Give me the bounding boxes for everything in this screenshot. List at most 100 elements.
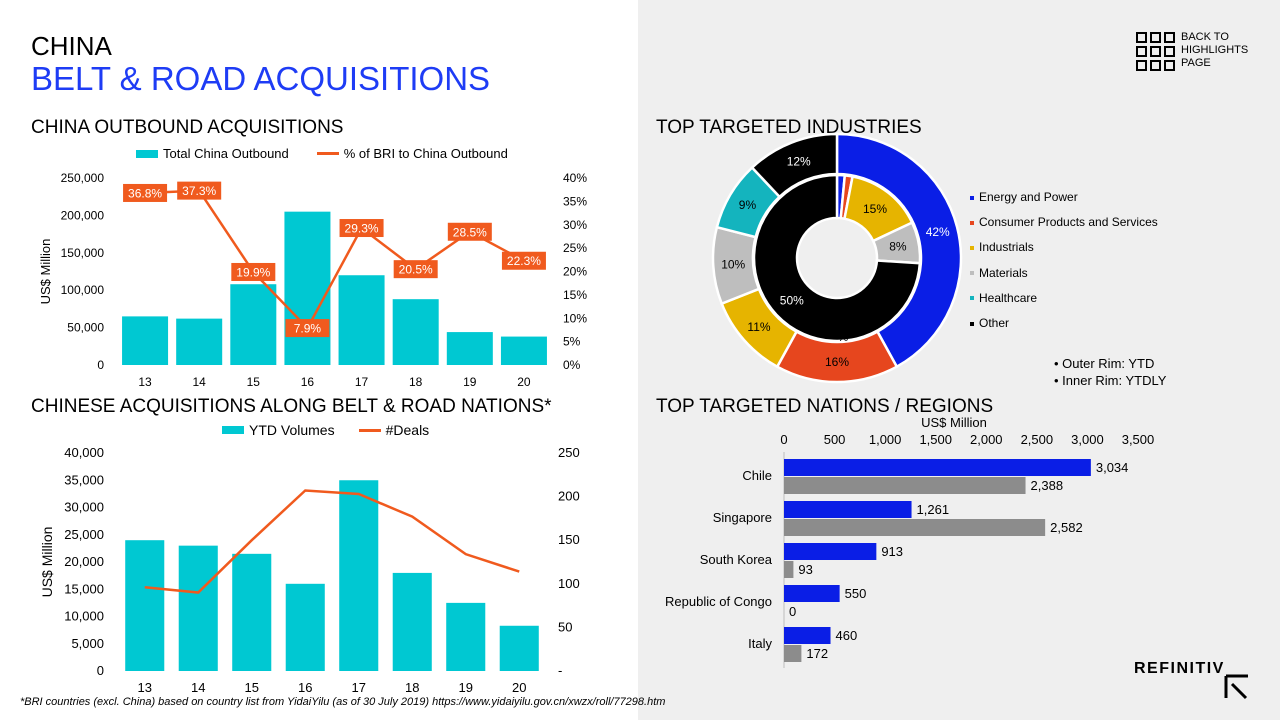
data-label-box (177, 181, 222, 200)
x-tick-label: 1,500 (919, 432, 952, 447)
bar (284, 211, 331, 365)
page-title-line2: BELT & ROAD ACQUISITIONS (31, 60, 491, 97)
data-label-ytdly: 172 (806, 646, 828, 661)
x-tick-label: 13 (138, 680, 152, 695)
y-axis-label: US$ Million (38, 239, 53, 305)
y-tick-label: 0 (97, 358, 104, 372)
section-title-bri-nations: CHINESE ACQUISITIONS ALONG BELT & ROAD N… (31, 396, 552, 417)
data-label: 36.8% (128, 186, 162, 200)
y-axis-label: US$ Million (39, 527, 55, 598)
legend-swatch-bar (136, 149, 158, 158)
bar-ytd (784, 543, 877, 560)
x-tick-label: 3,000 (1071, 432, 1104, 447)
y2-tick-label: 25% (563, 241, 587, 255)
y-tick-label: 35,000 (64, 472, 104, 487)
legend-label-total: Total China Outbound (163, 146, 289, 161)
y-tick-label: 250,000 (61, 171, 105, 185)
y2-tick-label: 0% (563, 358, 581, 372)
inner-rim-note: • Inner Rim: YTDLY (1054, 373, 1167, 388)
category-label: Italy (748, 636, 772, 651)
x-tick-label: 2,000 (970, 432, 1003, 447)
data-label-box (339, 219, 384, 238)
x-tick-label: 18 (409, 375, 423, 389)
legend-swatch-line (316, 152, 339, 155)
bar (125, 540, 165, 671)
x-tick-label: 17 (355, 375, 369, 389)
slice-label: 16% (825, 355, 849, 369)
y2-tick-label: 50 (558, 619, 572, 634)
bar (178, 545, 218, 671)
x-tick-label: 16 (301, 375, 315, 389)
brand-wordmark: REFINITIV (1134, 660, 1225, 677)
chart1-legend: Total China Outbound % of BRI to China O… (136, 146, 508, 161)
y-tick-label: 10,000 (64, 609, 104, 624)
grid-icon (1136, 32, 1175, 71)
bar-ytd (784, 501, 912, 518)
bar-ytdly (784, 561, 794, 578)
data-label-ytd: 550 (845, 586, 867, 601)
y2-tick-label: 35% (563, 194, 587, 208)
legend-dot (970, 220, 974, 225)
bar-ytdly (784, 477, 1026, 494)
legend-dot (970, 296, 974, 301)
legend-label: Energy and Power (979, 190, 1078, 204)
x-tick-label: 20 (517, 375, 531, 389)
y-tick-label: 25,000 (64, 527, 104, 542)
outer-rim-note: • Outer Rim: YTD (1054, 356, 1155, 371)
back-link-label: BACK TO HIGHLIGHTS PAGE (1181, 31, 1249, 69)
legend-label: Consumer Products and Services (979, 215, 1158, 230)
data-label-box (123, 183, 168, 202)
y-tick-label: 150,000 (61, 246, 105, 260)
bar (499, 625, 539, 671)
legend-dot (970, 246, 974, 250)
section-title-nations: TOP TARGETED NATIONS / REGIONS (656, 396, 994, 417)
bar (446, 602, 486, 671)
data-label-box (447, 222, 492, 241)
data-label: 29.3% (345, 222, 379, 236)
data-label: 7.9% (294, 322, 322, 336)
x-tick-label: 18 (405, 680, 419, 695)
x-tick-label: 500 (824, 432, 846, 447)
bar (122, 316, 169, 365)
bar (232, 553, 272, 671)
y2-tick-label: 20% (563, 265, 587, 279)
refinitiv-logo-mark-icon (1224, 674, 1248, 700)
slice-label: 42% (926, 225, 950, 239)
y2-tick-label: 40% (563, 171, 587, 185)
x-tick-label: 19 (459, 680, 473, 695)
data-label-box (501, 251, 546, 270)
category-label: South Korea (700, 552, 773, 567)
category-label: Republic of Congo (665, 594, 772, 609)
y-tick-label: 20,000 (64, 554, 104, 569)
legend-label: Healthcare (979, 290, 1038, 305)
series-line (145, 189, 525, 331)
x-axis-label: US$ Million (921, 415, 987, 430)
data-label-ytd: 913 (881, 544, 903, 559)
legend-label-deals: #Deals (385, 422, 430, 438)
series-line (144, 489, 520, 594)
data-label-ytd: 460 (836, 628, 858, 643)
x-tick-label: 16 (298, 680, 312, 695)
slice-label: 15% (863, 202, 887, 216)
x-tick-label: 15 (247, 375, 261, 389)
bar (338, 275, 385, 365)
y-tick-label: 100,000 (61, 283, 105, 297)
page-title-line1: CHINA (31, 31, 112, 61)
bar (446, 332, 493, 365)
data-label-box (285, 319, 330, 338)
bar (230, 284, 277, 365)
bar-ytdly (784, 519, 1046, 536)
bar (392, 572, 432, 671)
bar (176, 318, 223, 365)
data-label: 22.3% (507, 254, 541, 268)
slice-label: 8% (889, 239, 907, 253)
y-tick-label: 40,000 (64, 445, 104, 460)
data-label-ytdly: 93 (798, 562, 812, 577)
x-tick-label: 20 (512, 680, 526, 695)
legend-swatch-bar (222, 426, 244, 434)
legend-dot (970, 321, 974, 326)
stray-slice-label: % (838, 330, 849, 344)
legend-swatch-line (358, 428, 381, 432)
back-to-highlights-link[interactable]: BACK TO HIGHLIGHTS PAGE (1136, 31, 1248, 71)
rim-notes: • Outer Rim: YTD • Inner Rim: YTDLY (1054, 355, 1166, 389)
